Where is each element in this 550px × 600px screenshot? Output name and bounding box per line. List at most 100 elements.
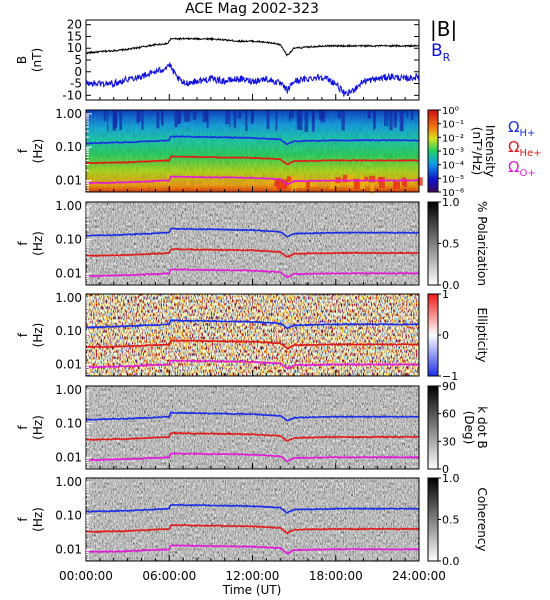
intensity-patch (361, 174, 365, 182)
intensity-streak (296, 110, 300, 130)
intensity-streak (229, 110, 231, 128)
intensity-streak (341, 110, 345, 131)
panel-b-lines (85, 36, 420, 97)
intensity-streak (87, 110, 89, 122)
intensity-streak (192, 110, 197, 120)
intensity-patch (276, 180, 282, 190)
legend-omega-h: ΩH+ (508, 118, 535, 139)
intensity-patch (281, 179, 287, 190)
gyro-legend: ΩH+ ΩHe+ ΩO+ (508, 118, 542, 179)
intensity-streak (184, 110, 186, 122)
panel-ellipticity: 1.00 0.10 0.01 f (Hz) 1 0 −1 Ellipticity (16, 288, 489, 383)
panel-ylabel: f (16, 517, 30, 522)
legend-b-radial-base: B (431, 41, 443, 61)
series-line-b-radial (85, 62, 420, 97)
panel-ylabel-unit: (Hz) (31, 231, 45, 256)
ytick-label: 0.10 (55, 509, 82, 523)
colorbar-tick-label: 0.5 (442, 238, 460, 251)
panel-ylabel: f (16, 241, 30, 246)
colorbar-tick-label: 1.0 (442, 472, 460, 485)
intensity-patch (269, 178, 275, 184)
panel-intensity: 1.00 0.10 0.01 f (Hz) 10⁰ 10⁻¹ 10⁻² 10⁻³ 10⁻⁴ 10⁻⁵… (16, 106, 497, 199)
ytick-label: 0.10 (55, 233, 82, 247)
panel-b-ytick-label: -5 (70, 77, 82, 91)
intensity-patch (368, 175, 376, 183)
intensity-streak (323, 110, 326, 123)
intensity-streak (205, 110, 209, 121)
ytick-label: 0.01 (55, 542, 82, 556)
panel-ylabel-unit: (Hz) (31, 323, 45, 348)
intensity-streak (338, 110, 341, 119)
intensity-streak (373, 110, 375, 131)
intensity-streak (320, 110, 324, 123)
intensity-patch (360, 179, 365, 189)
gyro-line-he (85, 431, 420, 442)
gyro-line-h (85, 135, 420, 145)
colorbar-label-unit: (nT²/Hz) (470, 127, 484, 175)
intensity-streak (156, 110, 160, 129)
kdotb-texture (86, 386, 419, 469)
intensity-streak (275, 110, 278, 131)
gyro-line-h (85, 227, 420, 238)
colorbar-tick-label: 30 (442, 435, 456, 448)
panel-b-ytick-label: 10 (67, 41, 82, 55)
intensity-patch (349, 176, 354, 187)
intensity-streak (174, 110, 178, 128)
colorbar-tick-label: 1.0 (442, 196, 460, 209)
figure-title: ACE Mag 2002-323 (185, 1, 319, 17)
panel-b-ytick-label: 5 (74, 53, 82, 67)
colorbar-tick-label: 60 (442, 408, 456, 421)
colorbar-tick-label: 90 (442, 380, 456, 393)
intensity-streak (411, 110, 414, 121)
intensity-patch (393, 181, 400, 189)
colorbar-label: Ellipticity (475, 308, 489, 363)
colorbar (427, 385, 439, 470)
intensity-patch (370, 182, 374, 194)
legend-omega-he-sub: He+ (519, 148, 541, 159)
colorbar-tick-label: 10⁻¹ (442, 120, 464, 131)
gyro-line-he (85, 155, 420, 166)
colorbar-tick-label: 10⁻⁴ (442, 161, 464, 172)
ytick-label: 1.00 (55, 383, 82, 397)
panel-ylabel-unit: (Hz) (31, 139, 45, 164)
colorbar-tick-label: 0.0 (442, 279, 460, 292)
intensity-streak (322, 110, 325, 120)
ytick-label: 1.00 (55, 199, 82, 213)
intensity-streak (103, 110, 107, 121)
legend-omega-o-sub: O+ (519, 168, 535, 179)
panel-b-ylabel-line1: B (15, 56, 29, 64)
intensity-streak (161, 110, 164, 126)
intensity-streak (311, 110, 315, 132)
intensity-streak (177, 110, 180, 125)
ytick-label: 0.01 (55, 450, 82, 464)
intensity-patch (300, 180, 306, 188)
colorbar-label-unit: (Deg) (462, 411, 476, 445)
intensity-patch (309, 180, 315, 187)
gyro-line-o (85, 359, 420, 370)
gyro-line-o (85, 544, 420, 555)
legend-omega-h-sub: H+ (519, 128, 535, 139)
intensity-patch (373, 179, 377, 184)
intensity-patch (294, 181, 301, 188)
intensity-streak (399, 110, 404, 132)
legend-b-total: |B| (430, 17, 457, 41)
ytick-label: 1.00 (55, 107, 82, 121)
ytick-label: 0.10 (55, 140, 82, 154)
colorbar-tick-label: 10⁰ (442, 106, 459, 117)
ytick-label: 0.01 (55, 173, 82, 187)
legend-b-radial-sub: R (443, 51, 451, 64)
colorbar-label: Intensity (483, 125, 497, 177)
intensity-streak (225, 110, 229, 125)
colorbar-tick-label: 10⁻² (442, 133, 464, 144)
intensity-streak (299, 110, 303, 131)
intensity-streak (86, 110, 88, 126)
colorbar (427, 293, 439, 377)
gyro-line-he (85, 339, 420, 350)
panel-b-frame (85, 19, 420, 101)
intensity-streak (186, 110, 190, 122)
intensity-streak (386, 110, 389, 127)
panel-ylabel: f (16, 425, 30, 430)
colorbar (427, 109, 439, 193)
